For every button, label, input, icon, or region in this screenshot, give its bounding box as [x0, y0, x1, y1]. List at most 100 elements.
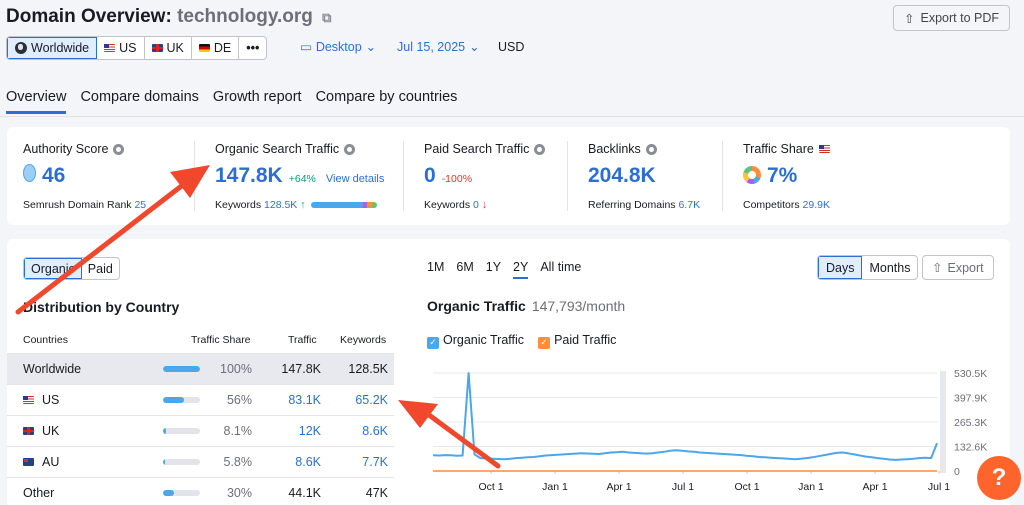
domain-rank-value[interactable]: 25 — [134, 199, 147, 211]
organic-traffic-label: Organic Search Traffic — [215, 142, 340, 156]
competitors: Competitors 29.9K — [743, 199, 830, 211]
traffic-share-widget[interactable]: Traffic Share 7% Competitors 29.9K — [743, 142, 830, 211]
more-dots-icon: ••• — [246, 41, 260, 55]
chart-subtitle: 147,793/month — [531, 298, 626, 314]
tab-divider — [0, 116, 1024, 117]
col-traffic: Traffic — [288, 334, 317, 346]
traffic-share-fill — [163, 397, 184, 403]
geo-de-label: DE — [213, 41, 232, 55]
device-dropdown[interactable]: ▭ Desktop ⌄ — [300, 39, 376, 55]
export-label: Export — [947, 260, 984, 275]
traffic-share-cell: 56% — [226, 393, 252, 407]
divider — [722, 141, 723, 211]
keywords-cell[interactable]: 7.7K — [362, 455, 388, 469]
table-row[interactable]: AU 5.8% 8.6K 7.7K — [7, 446, 394, 477]
traffic-share-bar — [163, 490, 200, 496]
organic-keywords-value[interactable]: 128.5K — [264, 199, 298, 211]
date-label: Jul 15, 2025 — [397, 39, 466, 54]
period-2y[interactable]: 2Y — [513, 260, 529, 279]
info-icon[interactable] — [645, 143, 657, 155]
info-icon[interactable] — [113, 143, 125, 155]
country-cell: AU — [23, 455, 59, 469]
period-1y[interactable]: 1Y — [485, 260, 502, 274]
period-1m[interactable]: 1M — [427, 260, 445, 274]
tab-compare-by-countries[interactable]: Compare by countries — [315, 89, 458, 105]
authority-score-value[interactable]: 46 — [42, 164, 66, 187]
legend-paid[interactable]: ✓ Paid Traffic — [538, 333, 616, 349]
traffic-share-fill — [163, 366, 200, 372]
au-flag-icon — [23, 458, 34, 466]
referring-domains-value[interactable]: 6.7K — [678, 199, 701, 211]
organic-paid-toggle: Organic Paid — [23, 257, 120, 280]
keywords-cell[interactable]: 8.6K — [362, 424, 388, 438]
competitors-value[interactable]: 29.9K — [802, 199, 830, 211]
traffic-cell[interactable]: 12K — [298, 424, 321, 438]
country-name: Worldwide — [23, 362, 82, 376]
metrics-card: Authority Score 46 Semrush Domain Rank 2… — [7, 127, 1010, 225]
granularity-toggle: Days Months — [817, 255, 919, 280]
geo-worldwide-button[interactable]: Worldwide — [7, 37, 98, 59]
traffic-share-value[interactable]: 7% — [767, 164, 798, 187]
table-row[interactable]: Worldwide 100% 147.8K 128.5K — [7, 353, 394, 384]
keywords-cell: 47K — [365, 486, 388, 500]
info-icon[interactable] — [534, 143, 546, 155]
view-details-link[interactable]: View details — [325, 173, 385, 185]
domain-name[interactable]: technology.org — [177, 6, 313, 27]
segment-paid[interactable]: Paid — [87, 261, 113, 276]
chart-legend: ✓ Organic Traffic ✓ Paid Traffic — [427, 333, 616, 349]
database-selector: Worldwide US UK DE ••• — [6, 36, 268, 60]
scroll-axis — [940, 371, 946, 473]
series-organic-traffic-line — [432, 372, 938, 461]
backlinks-value[interactable]: 204.8K — [588, 164, 656, 187]
keywords-cell: 128.5K — [348, 362, 388, 376]
organic-traffic-value[interactable]: 147.8K — [215, 164, 283, 187]
x-tick-label: Jan 1 — [798, 481, 824, 493]
help-button[interactable]: ? — [977, 456, 1021, 500]
period-all-time[interactable]: All time — [540, 260, 582, 274]
date-dropdown[interactable]: Jul 15, 2025 ⌄ — [397, 39, 480, 55]
authority-score-widget[interactable]: Authority Score 46 Semrush Domain Rank 2… — [23, 142, 146, 211]
days-button[interactable]: Days — [818, 256, 863, 279]
traffic-cell[interactable]: 83.1K — [288, 393, 321, 407]
export-pdf-button[interactable]: ⇧ Export to PDF — [893, 5, 1010, 31]
tab-overview[interactable]: Overview — [6, 89, 67, 114]
paid-traffic-value[interactable]: 0 — [424, 164, 436, 187]
info-icon[interactable] — [344, 143, 356, 155]
page-title: Domain Overview: technology.org ⧉ — [6, 6, 331, 28]
geo-more-button[interactable]: ••• — [239, 37, 266, 59]
period-6m[interactable]: 6M — [456, 260, 474, 274]
traffic-share-bar — [163, 366, 200, 372]
segment-organic[interactable]: Organic — [24, 258, 82, 279]
x-tick-label: Apr 1 — [862, 481, 887, 493]
arrow-up-icon: ↑ — [300, 199, 306, 211]
organic-traffic-widget[interactable]: Organic Search Traffic 147.8K +64% View de… — [215, 142, 385, 211]
country-name: AU — [42, 455, 60, 469]
paid-keywords-value[interactable]: 0 — [473, 199, 479, 211]
table-row[interactable]: US 56% 83.1K 65.2K — [7, 384, 394, 415]
months-button[interactable]: Months — [869, 260, 911, 275]
table-row[interactable]: Other 30% 44.1K 47K — [7, 477, 394, 505]
tab-growth-report[interactable]: Growth report — [212, 89, 302, 105]
us-flag-icon — [23, 396, 34, 404]
desktop-icon: ▭ — [300, 40, 312, 54]
external-link-icon[interactable]: ⧉ — [322, 10, 332, 25]
table-row[interactable]: UK 8.1% 12K 8.6K — [7, 415, 394, 446]
traffic-cell[interactable]: 8.6K — [295, 455, 321, 469]
export-button[interactable]: ⇧ Export — [922, 255, 994, 280]
checkbox-icon[interactable]: ✓ — [427, 336, 439, 349]
traffic-share-cell: 100% — [220, 362, 252, 376]
backlinks-widget[interactable]: Backlinks 204.8K Referring Domains 6.7K — [588, 142, 700, 211]
paid-traffic-widget[interactable]: Paid Search Traffic 0 -100% Keywords 0 ↓ — [424, 142, 546, 211]
geo-de-button[interactable]: DE — [192, 37, 240, 59]
checkbox-icon[interactable]: ✓ — [538, 336, 551, 349]
tab-compare-domains[interactable]: Compare domains — [80, 89, 199, 105]
geo-uk-button[interactable]: UK — [145, 37, 192, 59]
country-name: Other — [23, 486, 55, 500]
traffic-share-bar — [163, 428, 200, 434]
keywords-cell[interactable]: 65.2K — [355, 393, 388, 407]
organic-traffic-chart[interactable]: 530.5K 397.9K 265.3K 132.6K 0 Oct 1 Jan 1 Apr 1… — [425, 367, 1010, 497]
domain-rank: Semrush Domain Rank 25 — [23, 199, 146, 211]
export-pdf-label: Export to PDF — [920, 11, 1000, 25]
geo-us-button[interactable]: US — [97, 37, 145, 59]
legend-organic[interactable]: ✓ Organic Traffic — [427, 333, 524, 349]
